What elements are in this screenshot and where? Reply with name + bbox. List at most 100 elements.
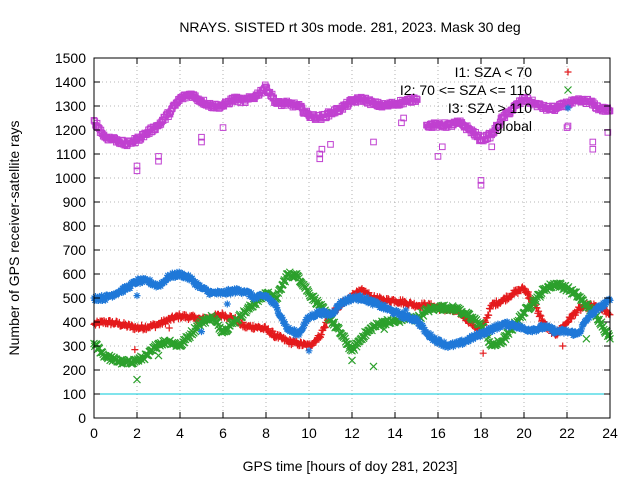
series-1 xyxy=(90,268,614,384)
data-point xyxy=(345,298,353,306)
data-point xyxy=(303,318,311,326)
data-point xyxy=(278,313,286,321)
data-point xyxy=(436,336,444,344)
data-point xyxy=(485,311,493,319)
data-point xyxy=(299,325,307,333)
data-point xyxy=(315,335,323,343)
data-point xyxy=(370,292,378,300)
data-point xyxy=(196,281,204,289)
data-point xyxy=(419,321,427,329)
data-point xyxy=(280,318,288,326)
data-point xyxy=(204,286,212,294)
data-point xyxy=(95,321,103,329)
data-point xyxy=(220,287,228,295)
outlier-point xyxy=(589,145,597,153)
legend: I1: SZA < 70 I2: 70 <= SZA <= 110 I3: SZA … xyxy=(400,64,572,134)
y-tick-label: 1400 xyxy=(55,74,86,90)
outlier-point xyxy=(305,347,313,355)
data-point xyxy=(458,336,466,344)
outlier-point xyxy=(271,334,279,342)
data-point xyxy=(535,307,543,315)
data-point xyxy=(413,96,421,103)
series-layer xyxy=(90,81,614,384)
data-point xyxy=(476,333,484,341)
outlier-point xyxy=(318,145,326,153)
data-point xyxy=(272,302,280,310)
outlier-point xyxy=(589,138,597,146)
data-point xyxy=(537,312,545,320)
outlier-point xyxy=(563,124,571,131)
data-point xyxy=(303,343,311,351)
data-point xyxy=(605,295,613,303)
data-point xyxy=(427,330,435,338)
y-tick-label: 700 xyxy=(63,242,87,258)
data-point xyxy=(433,339,441,347)
data-point xyxy=(132,280,140,288)
legend-marker xyxy=(564,86,572,94)
data-point xyxy=(424,329,432,337)
legend-marker xyxy=(564,104,572,112)
outlier-point xyxy=(155,153,162,160)
data-point xyxy=(437,301,445,310)
data-point xyxy=(171,269,179,277)
data-point xyxy=(489,327,497,335)
data-point xyxy=(419,323,427,331)
x-axis-title: GPS time [hours of doy 281, 2023] xyxy=(243,458,458,474)
legend-label: I1: SZA < 70 xyxy=(455,64,533,80)
outlier-point xyxy=(327,141,334,148)
data-point xyxy=(564,318,572,326)
data-point xyxy=(508,292,516,300)
outlier-point xyxy=(582,334,591,343)
y-tick-label: 1500 xyxy=(55,50,86,66)
x-tick-label: 0 xyxy=(90,425,98,441)
data-point xyxy=(410,299,418,307)
y-tick-label: 200 xyxy=(63,362,87,378)
data-point xyxy=(560,329,568,337)
data-point xyxy=(282,322,290,330)
data-point xyxy=(336,303,344,311)
data-point xyxy=(485,328,493,336)
data-point xyxy=(311,312,319,320)
outlier-point xyxy=(402,306,410,314)
data-point xyxy=(455,341,463,349)
x-tick-label: 2 xyxy=(133,425,141,441)
data-point xyxy=(128,322,136,330)
x-tick-label: 6 xyxy=(219,425,227,441)
data-point xyxy=(508,320,516,328)
data-point xyxy=(269,327,277,335)
data-point xyxy=(396,312,404,320)
data-point xyxy=(577,327,585,335)
data-point xyxy=(146,276,154,284)
outlier-point xyxy=(133,167,141,175)
data-point xyxy=(413,315,421,323)
outlier-point xyxy=(133,162,141,170)
data-point xyxy=(92,292,100,300)
outlier-point xyxy=(155,157,162,165)
y-tick-label: 1100 xyxy=(56,146,86,162)
outlier-point xyxy=(316,150,324,158)
x-tick-label: 22 xyxy=(559,425,575,441)
outlier-point xyxy=(131,346,139,354)
x-tick-label: 10 xyxy=(301,425,317,441)
data-point xyxy=(280,319,288,327)
legend-marker xyxy=(564,122,572,130)
data-point xyxy=(178,273,186,281)
data-point xyxy=(528,328,536,336)
data-point xyxy=(332,307,340,315)
outlier-point xyxy=(219,124,227,131)
y-tick-label: 800 xyxy=(63,218,87,234)
data-point xyxy=(580,320,588,328)
outlier-point xyxy=(439,143,446,151)
outlier-point xyxy=(198,138,205,146)
data-point xyxy=(340,332,349,341)
data-point xyxy=(523,289,531,297)
y-tick-label: 1200 xyxy=(55,122,86,138)
data-point xyxy=(376,293,384,301)
data-point xyxy=(185,276,193,284)
outlier-point xyxy=(198,328,205,336)
outlier-point xyxy=(380,325,389,334)
data-point xyxy=(273,304,281,312)
data-point xyxy=(502,318,510,326)
